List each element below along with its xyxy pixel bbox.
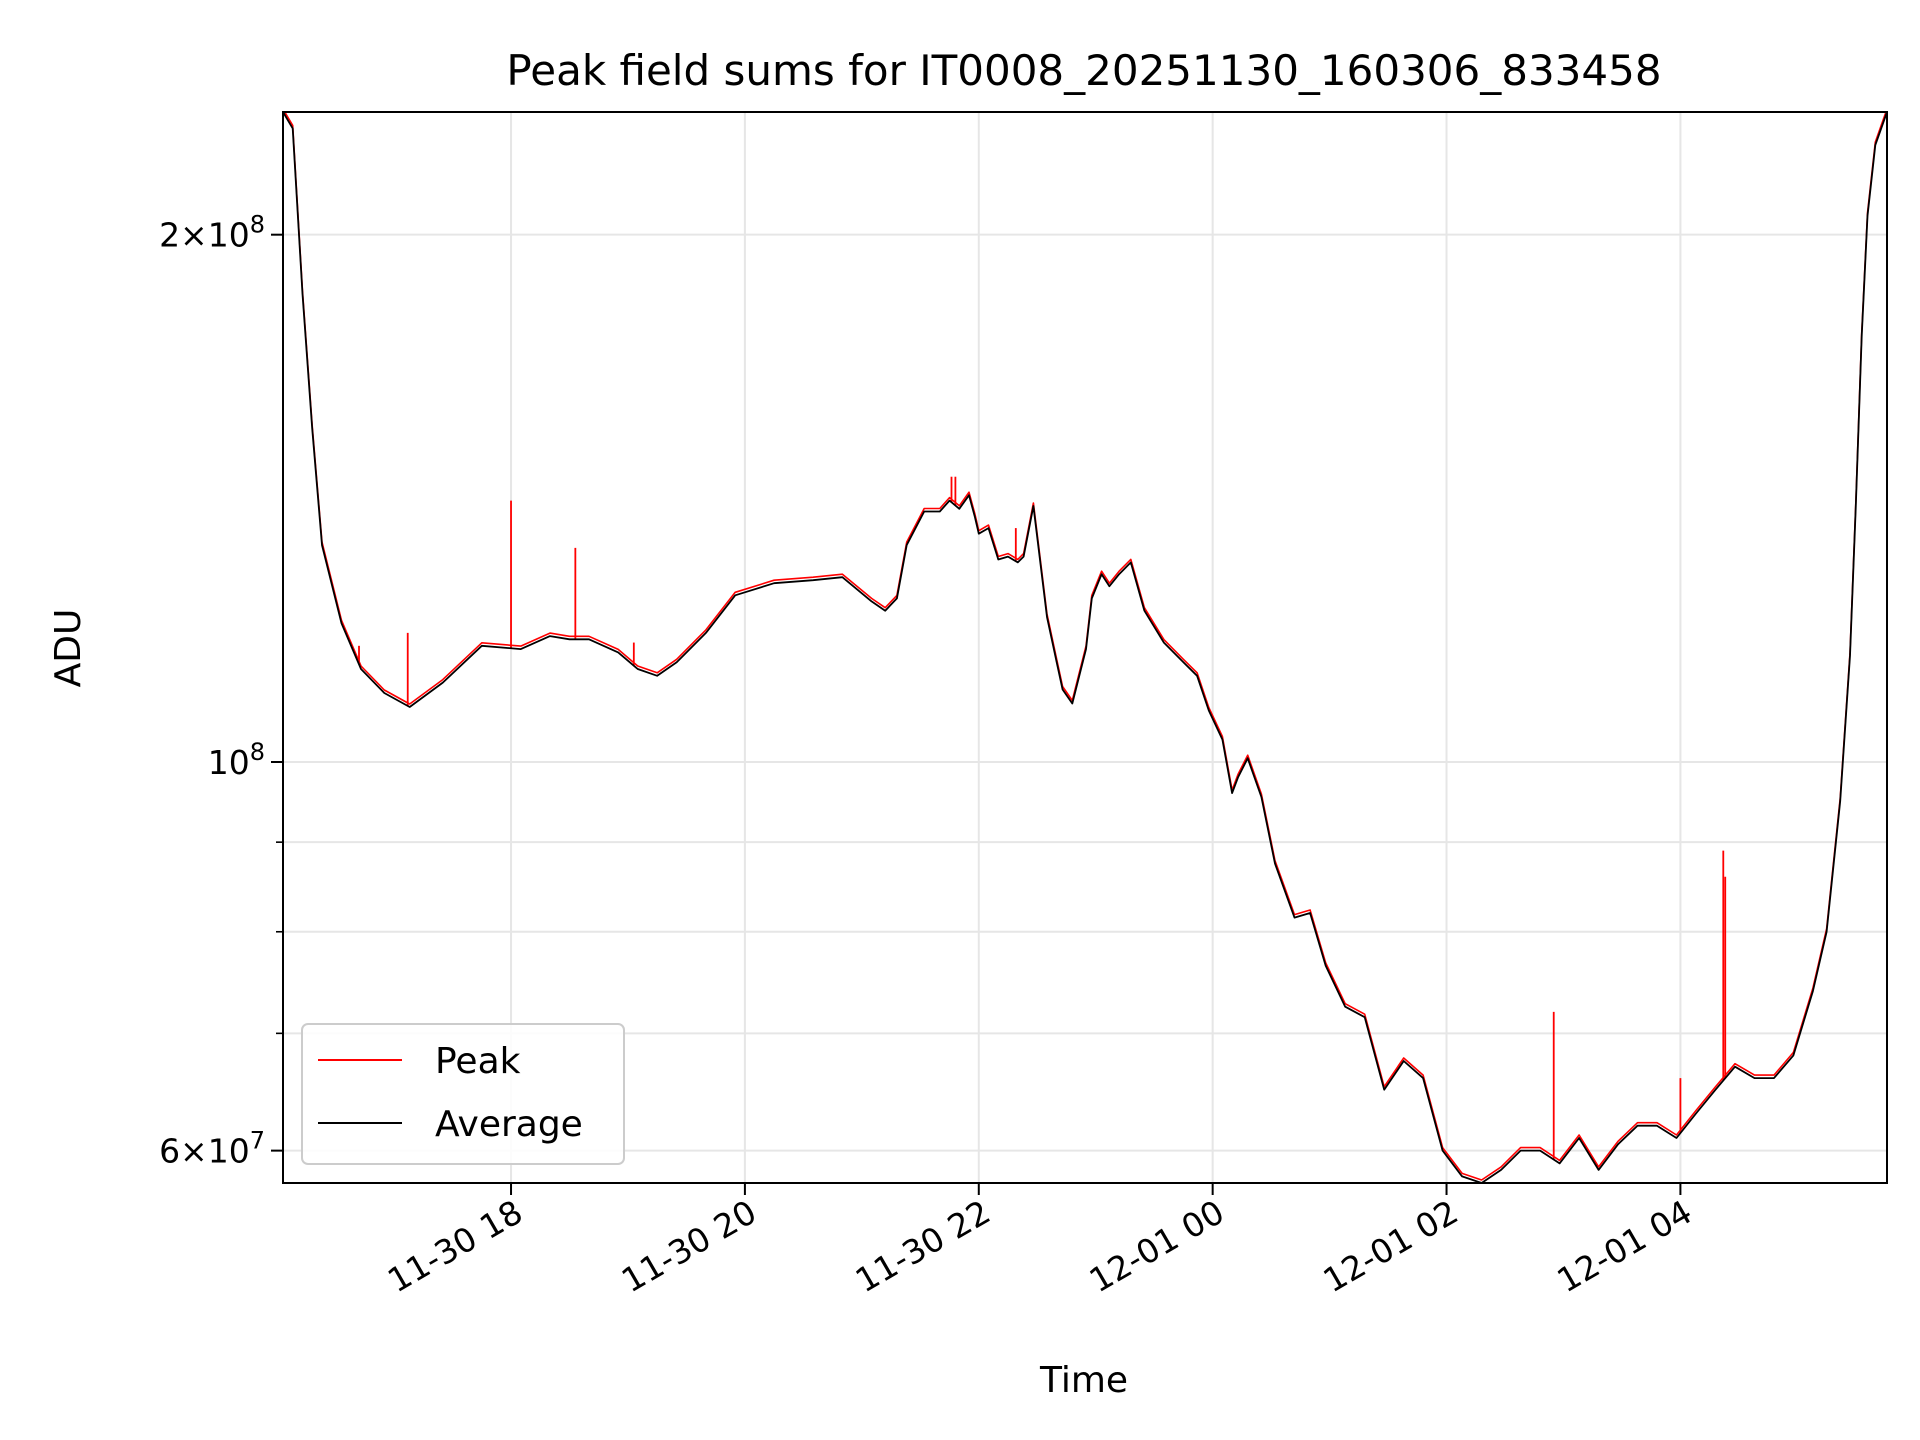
- y-tick-label-part: 10: [208, 216, 250, 255]
- y-tick-label-part: 10: [208, 743, 250, 782]
- legend-label-peak: Peak: [435, 1041, 521, 1082]
- y-tick-label-part: 8: [250, 211, 265, 239]
- grid: [283, 112, 1887, 1183]
- series-line-peak: [283, 112, 1887, 1181]
- y-tick-label-part: 8: [250, 738, 265, 766]
- y-axis-label: ADU: [48, 609, 89, 688]
- y-tick-label: 6×107: [159, 1127, 265, 1171]
- y-tick-label: 108: [208, 738, 265, 782]
- y-tick-label-part: 6×: [159, 1132, 208, 1171]
- series-line-average: [283, 112, 1887, 1183]
- legend-label-average: Average: [435, 1104, 583, 1145]
- y-tick-label: 2×108: [159, 211, 265, 255]
- plot-frame: [282, 111, 1888, 1184]
- x-axis-label: Time: [1039, 1360, 1128, 1401]
- y-tick-label-part: 10: [208, 1132, 250, 1171]
- y-tick-label-part: 7: [250, 1127, 265, 1155]
- y-tick-label-part: 2×: [159, 216, 208, 255]
- chart-title: Peak field sums for IT0008_20251130_1603…: [506, 46, 1661, 95]
- peak-spikes: [358, 476, 1727, 1160]
- legend: Peak Average: [301, 1023, 625, 1165]
